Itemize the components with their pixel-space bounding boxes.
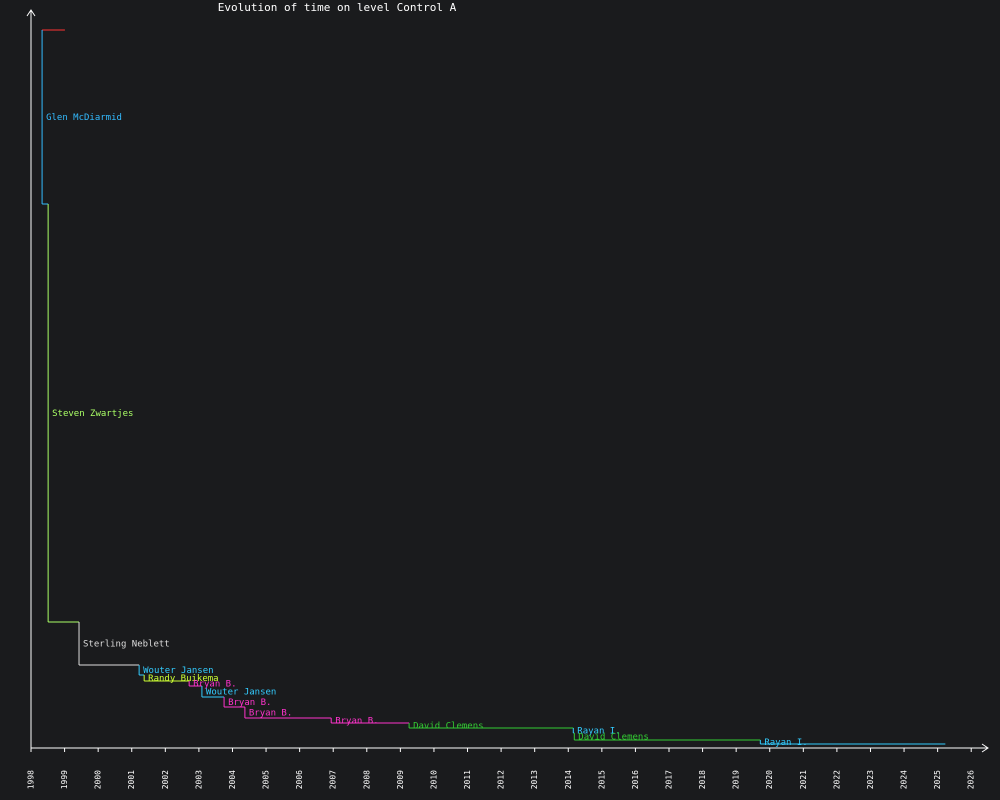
x-axis-arrow bbox=[981, 743, 989, 753]
x-tick-label: 2014 bbox=[564, 770, 573, 789]
x-tick-label: 2006 bbox=[295, 770, 304, 789]
x-tick-label: 2010 bbox=[429, 770, 438, 789]
x-tick-label: 2004 bbox=[228, 770, 237, 789]
y-axis-arrow bbox=[26, 9, 36, 17]
holder-label: Sterling Neblett bbox=[83, 640, 170, 650]
x-tick-label: 2015 bbox=[597, 770, 606, 789]
x-tick-label: 2018 bbox=[698, 770, 707, 789]
holder-label: Steven Zwartjes bbox=[52, 409, 133, 419]
holder-label: David Clemens bbox=[413, 722, 483, 732]
x-tick-label: 2000 bbox=[94, 770, 103, 789]
x-tick-label: 2026 bbox=[967, 770, 976, 789]
holder-label: Wouter Jansen bbox=[143, 666, 213, 676]
holder-label: David Clemens bbox=[578, 733, 648, 743]
x-tick-label: 2009 bbox=[396, 770, 405, 789]
x-tick-label: 2003 bbox=[194, 770, 203, 789]
holder-label: Bryan B. bbox=[193, 680, 236, 690]
chart-title: Evolution of time on level Control A bbox=[218, 1, 457, 14]
holder-label: Bryan B. bbox=[335, 717, 378, 727]
x-tick-label: 1998 bbox=[27, 770, 36, 789]
holder-label: Bryan B. bbox=[228, 698, 271, 708]
holder-label: Wouter Jansen bbox=[206, 688, 276, 698]
x-tick-label: 2005 bbox=[262, 770, 271, 789]
x-tick-label: 2022 bbox=[832, 770, 841, 789]
x-tick-label: 2008 bbox=[362, 770, 371, 789]
holder-label: Rayan I. bbox=[764, 738, 807, 748]
x-tick-label: 2025 bbox=[933, 770, 942, 789]
x-tick-label: 2013 bbox=[530, 770, 539, 789]
x-tick-label: 2019 bbox=[732, 770, 741, 789]
holder-label: Randy Buikema bbox=[148, 674, 218, 684]
x-tick-label: 2012 bbox=[497, 770, 506, 789]
x-tick-label: 2024 bbox=[900, 770, 909, 789]
x-tick-label: 2011 bbox=[463, 770, 472, 789]
x-tick-label: 2001 bbox=[127, 770, 136, 789]
holder-label: Glen McDiarmid bbox=[46, 113, 122, 123]
holder-label: Bryan B. bbox=[249, 709, 292, 719]
x-tick-label: 2016 bbox=[631, 770, 640, 789]
x-tick-label: 1999 bbox=[60, 770, 69, 789]
x-tick-label: 2020 bbox=[765, 770, 774, 789]
x-tick-label: 2023 bbox=[866, 770, 875, 789]
holder-label: Rayan I. bbox=[577, 727, 620, 737]
x-tick-label: 2002 bbox=[161, 770, 170, 789]
x-tick-label: 2007 bbox=[329, 770, 338, 789]
x-tick-label: 2017 bbox=[665, 770, 674, 789]
x-tick-label: 2021 bbox=[799, 770, 808, 789]
